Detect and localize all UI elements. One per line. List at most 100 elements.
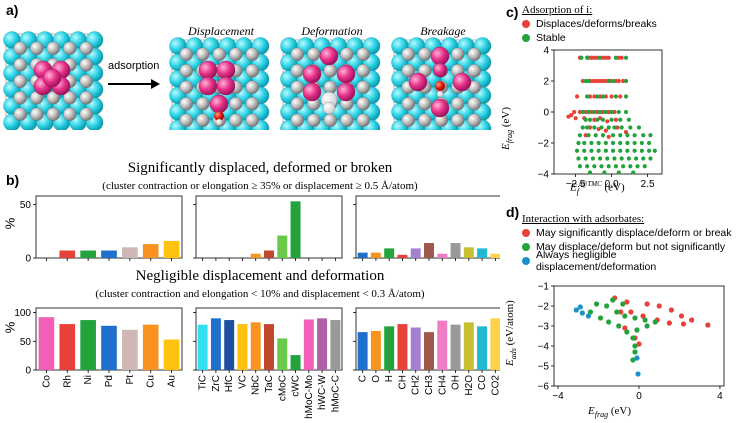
scatter-point — [624, 329, 630, 335]
scatter-point — [596, 140, 601, 146]
d-ylabel-unit: (eV/atom) — [504, 300, 516, 349]
scatter-point — [585, 55, 590, 60]
scatter-point — [573, 116, 578, 121]
scatter-point — [618, 148, 623, 153]
x-tick-label: 0 — [636, 391, 642, 402]
series-may-displace-deform-but-not-significantly — [587, 297, 658, 363]
b-bottom-subheading: (cluster contraction and elongation < 10… — [95, 288, 425, 300]
y-tick-label: −4 — [538, 342, 550, 353]
scatter-point — [632, 315, 638, 321]
scatter-point — [592, 55, 597, 60]
scatter-point — [585, 313, 592, 319]
scatter-point — [623, 55, 629, 60]
y-tick-label: −5 — [538, 362, 550, 373]
scatter-point — [574, 94, 580, 99]
bar-CH — [397, 324, 408, 370]
scatter-point — [593, 78, 598, 84]
scatter-point — [596, 148, 601, 153]
scatter-point — [635, 164, 640, 169]
scatter-point — [605, 119, 610, 124]
scatter-point — [616, 55, 621, 60]
scatter-point — [646, 140, 652, 146]
c-xlabel-main: E — [570, 181, 577, 194]
scatter-point — [587, 309, 594, 315]
scatter-point — [612, 109, 617, 115]
scatter-point — [585, 94, 590, 99]
scatter-point — [618, 117, 623, 122]
scatter-point — [630, 335, 636, 341]
scatter-point — [626, 117, 631, 122]
bar-TaC — [264, 324, 274, 370]
scatter-point — [623, 78, 629, 84]
y-tick-label: −4 — [538, 170, 550, 181]
d-legend-text-2: Always negligible displacement/deformati… — [535, 249, 657, 273]
x-tick-label-cMoC: cMoC — [277, 375, 288, 401]
scatter-point — [613, 78, 619, 84]
scatter-point — [628, 125, 633, 130]
scatter-point — [583, 117, 588, 122]
scatter-point — [621, 78, 626, 84]
x-tick-label-TiC: TiC — [198, 375, 209, 390]
y-tick-label: −6 — [538, 382, 550, 393]
scatter-point — [613, 164, 619, 169]
scatter-point — [585, 164, 590, 169]
scatter-point — [576, 156, 581, 161]
scatter-point — [597, 109, 603, 115]
x-tick-label-ZrC: ZrC — [211, 375, 222, 392]
scatter-point — [592, 117, 597, 122]
scatter-point — [639, 140, 644, 146]
scatter-point — [577, 109, 583, 115]
bar-Pt — [122, 247, 138, 258]
x-tick-label-CH3: CH3 — [424, 375, 435, 395]
scatter-point — [590, 78, 595, 84]
scatter-point — [648, 133, 653, 138]
scatter-point — [600, 117, 606, 122]
scatter-point — [610, 297, 616, 303]
x-tick-label-hMoC-C: hMoC-C — [330, 375, 341, 412]
d-legend-item-red: May significantly displace/deform or bre… — [522, 226, 738, 240]
y-tick-label: 50 — [20, 337, 32, 348]
d-legend-dot-green — [522, 243, 530, 251]
scatter-point — [596, 78, 601, 84]
scatter-point — [613, 55, 619, 60]
panel-b-bar-charts: 0 50 0 50 100 Co Rh Ni Pd Pt Cu Au TiC ZrC HfC VC NbC TaC… — [14, 195, 500, 419]
panel-d-legend: Interaction with adsorbates: May signifi… — [522, 212, 738, 273]
scatter-point — [582, 148, 587, 153]
x-tick-label-C: C — [358, 375, 369, 382]
bar-C — [357, 332, 368, 370]
scatter-point — [600, 109, 606, 115]
x-tick-label-OH: OH — [451, 375, 462, 390]
scatter-point — [577, 304, 583, 310]
d-xlabel: Efrag (eV) — [588, 405, 631, 419]
scatter-point — [648, 156, 653, 161]
series-displaces-deforms-breaks — [566, 55, 629, 139]
scatter-point — [636, 341, 642, 347]
scatter-point — [587, 125, 593, 130]
bar-Cu — [142, 244, 159, 258]
scatter-point — [599, 164, 604, 169]
scatter-point — [599, 78, 604, 84]
axes-frame — [195, 195, 343, 259]
bar-chart-b-bottom-carbides: TiC ZrC HfC VC NbC TaC cMoC cWC hMoC-Mo hWC-W hMoC… — [193, 307, 343, 419]
scatter-point — [595, 109, 600, 115]
scatter-point — [641, 156, 646, 161]
scatter-point — [597, 55, 603, 60]
scatter-point — [632, 349, 638, 355]
x-tick-label-Cu: Cu — [146, 375, 157, 388]
scatter-point — [628, 309, 634, 315]
bar-hWC-W — [317, 318, 328, 370]
title-deformation: Deformation — [301, 24, 363, 38]
c-xlabel-sub: f — [576, 186, 579, 196]
scatter-point — [619, 125, 624, 130]
c-ylabel: Efrag (eV) — [500, 107, 514, 150]
slab-deformation — [280, 37, 381, 130]
d-legend-title: Interaction with adsorbates: — [522, 212, 738, 226]
scatter-point — [614, 309, 620, 315]
scatter-point — [618, 133, 623, 138]
c-ylabel-sub: frag — [505, 129, 515, 144]
bar-cWC — [290, 201, 301, 258]
c-legend-text-1: Stable — [536, 32, 566, 44]
scatter-point — [619, 156, 624, 161]
bar-cMoC — [277, 338, 288, 370]
x-tick-label-CH4: CH4 — [437, 375, 448, 395]
